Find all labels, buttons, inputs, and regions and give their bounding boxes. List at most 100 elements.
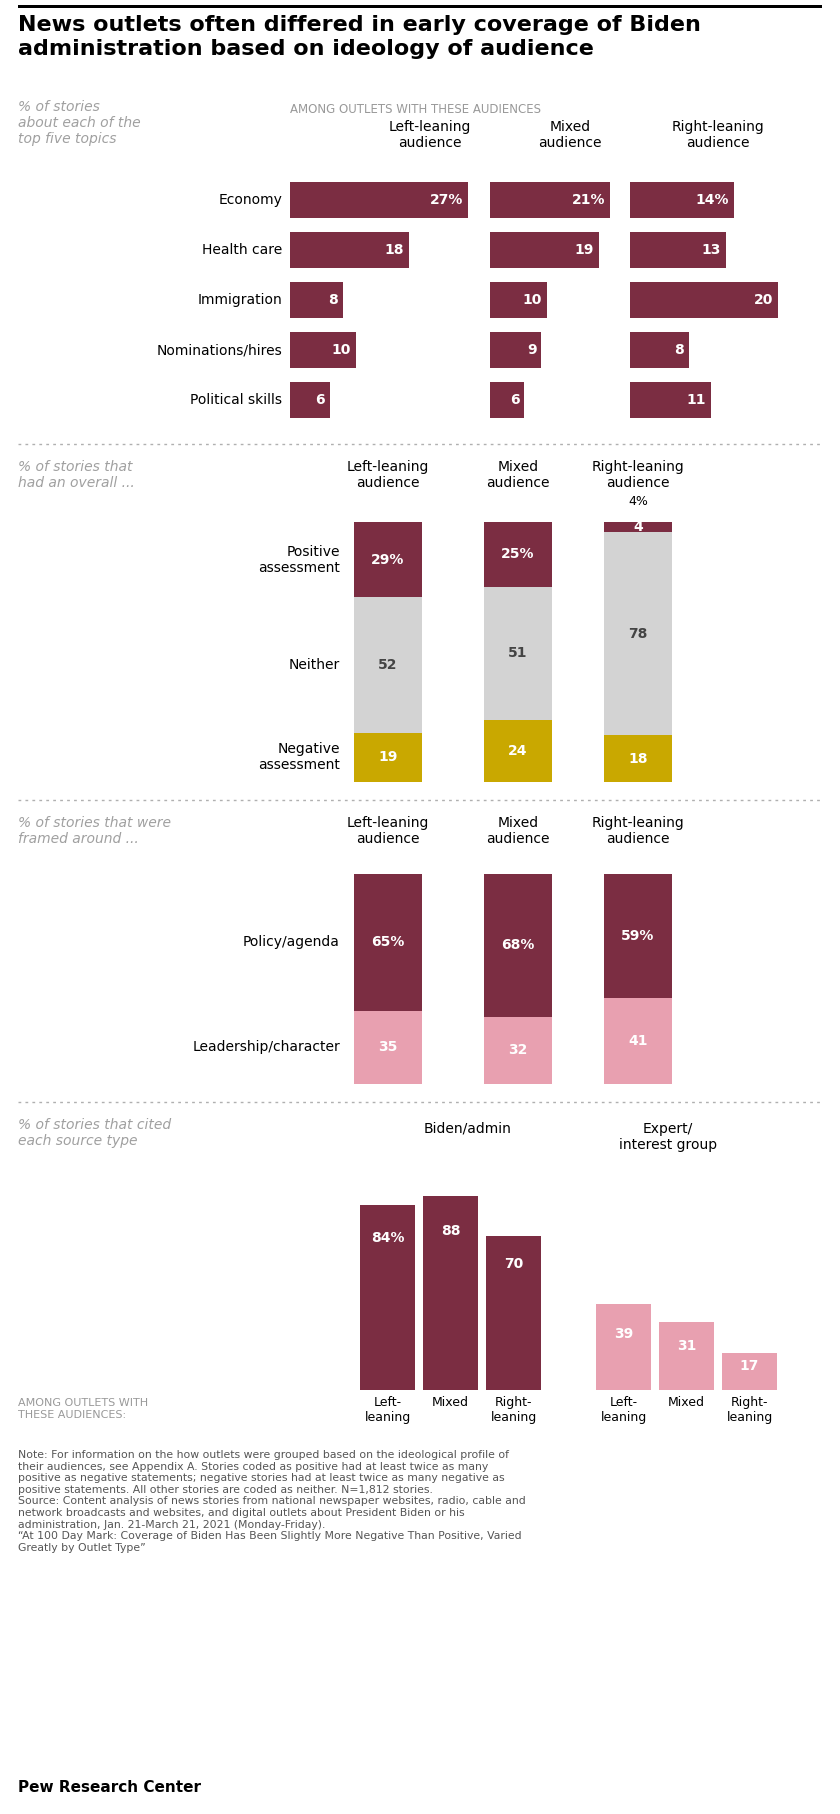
Text: 39: 39 [614,1328,633,1341]
Bar [484,874,552,1018]
Bar [484,588,552,720]
Text: 4: 4 [633,521,643,533]
Text: 27%: 27% [429,192,463,207]
Text: 21%: 21% [571,192,605,207]
Bar [604,998,672,1085]
Text: 52: 52 [378,658,398,671]
Bar [290,281,343,317]
Text: 19: 19 [378,751,397,764]
Text: Political skills: Political skills [190,394,282,406]
Text: Left-leaning
audience: Left-leaning audience [347,461,429,490]
Bar [290,232,409,268]
Text: 68%: 68% [501,938,535,952]
Text: 19: 19 [575,243,594,258]
Text: % of stories
about each of the
top five topics: % of stories about each of the top five … [18,100,140,147]
Text: Expert/
interest group: Expert/ interest group [619,1123,717,1152]
Text: AMONG OUTLETS WITH
THESE AUDIENCES:: AMONG OUTLETS WITH THESE AUDIENCES: [18,1399,148,1420]
Text: Mixed: Mixed [668,1397,705,1409]
Text: 35: 35 [378,1039,397,1054]
Text: Immigration: Immigration [197,294,282,307]
Text: 78: 78 [628,628,648,640]
Text: Negative
assessment: Negative assessment [258,742,340,773]
Bar [354,733,422,782]
Bar [604,874,672,998]
Text: 24: 24 [508,744,528,758]
Bar [484,720,552,782]
Bar [604,522,672,532]
Text: 9: 9 [527,343,537,357]
Text: 29%: 29% [371,553,405,566]
Text: Right-leaning
audience: Right-leaning audience [591,816,685,845]
Text: 10: 10 [522,294,542,307]
Text: Left-
leaning: Left- leaning [601,1397,647,1424]
Text: 11: 11 [687,394,706,406]
Bar [354,1010,422,1085]
Text: AMONG OUTLETS WITH THESE AUDIENCES: AMONG OUTLETS WITH THESE AUDIENCES [290,103,541,116]
Text: 18: 18 [628,751,648,766]
Bar [659,1322,714,1390]
Bar [490,281,547,317]
Text: Nominations/hires: Nominations/hires [156,343,282,357]
Text: 10: 10 [332,343,351,357]
Text: 6: 6 [510,394,519,406]
Bar [354,597,422,733]
Bar [360,1204,415,1390]
Text: 14%: 14% [696,192,728,207]
Text: Right-
leaning: Right- leaning [727,1397,773,1424]
Text: Health care: Health care [202,243,282,258]
Text: 8: 8 [328,294,338,307]
Bar [18,5,822,7]
Text: 6: 6 [315,394,324,406]
Bar [423,1197,478,1390]
Bar [630,232,727,268]
Text: 4%: 4% [628,495,648,508]
Bar [604,532,672,735]
Text: Biden/admin: Biden/admin [424,1123,512,1136]
Bar [630,281,778,317]
Text: 70: 70 [504,1257,523,1272]
Text: 88: 88 [441,1224,460,1239]
Text: 84%: 84% [370,1232,404,1246]
Text: % of stories that were
framed around ...: % of stories that were framed around ... [18,816,171,845]
Bar [630,181,733,218]
Bar [486,1235,541,1390]
Text: 65%: 65% [371,936,405,949]
Bar [290,383,329,417]
Text: 51: 51 [508,646,528,660]
Bar [490,232,599,268]
Text: Mixed
audience: Mixed audience [486,461,549,490]
Text: 20: 20 [753,294,773,307]
Bar [490,383,524,417]
Bar [630,332,689,368]
Bar [490,181,610,218]
Text: 59%: 59% [622,929,654,943]
Text: Economy: Economy [218,192,282,207]
Text: Right-leaning
audience: Right-leaning audience [591,461,685,490]
Text: Right-leaning
audience: Right-leaning audience [672,120,764,151]
Bar [354,874,422,1010]
Text: 17: 17 [740,1359,759,1373]
Text: Left-leaning
audience: Left-leaning audience [347,816,429,845]
Bar [290,332,356,368]
Bar [596,1304,651,1390]
Text: 25%: 25% [501,548,535,562]
Text: Mixed
audience: Mixed audience [538,120,601,151]
Text: Left-leaning
audience: Left-leaning audience [389,120,471,151]
Text: % of stories that cited
each source type: % of stories that cited each source type [18,1117,171,1148]
Bar [354,522,422,597]
Text: 31: 31 [677,1339,696,1353]
Text: Pew Research Center: Pew Research Center [18,1780,201,1796]
Bar [604,735,672,782]
Text: Policy/agenda: Policy/agenda [243,936,340,949]
Text: Mixed
audience: Mixed audience [486,816,549,845]
Bar [484,1018,552,1085]
Bar [630,383,711,417]
Text: Right-
leaning: Right- leaning [491,1397,537,1424]
Text: % of stories that
had an overall ...: % of stories that had an overall ... [18,461,134,490]
Text: Left-
leaning: Left- leaning [365,1397,411,1424]
Text: Mixed: Mixed [432,1397,469,1409]
Text: 18: 18 [384,243,404,258]
Bar [484,522,552,588]
Text: 32: 32 [508,1043,528,1058]
Text: Positive
assessment: Positive assessment [258,544,340,575]
